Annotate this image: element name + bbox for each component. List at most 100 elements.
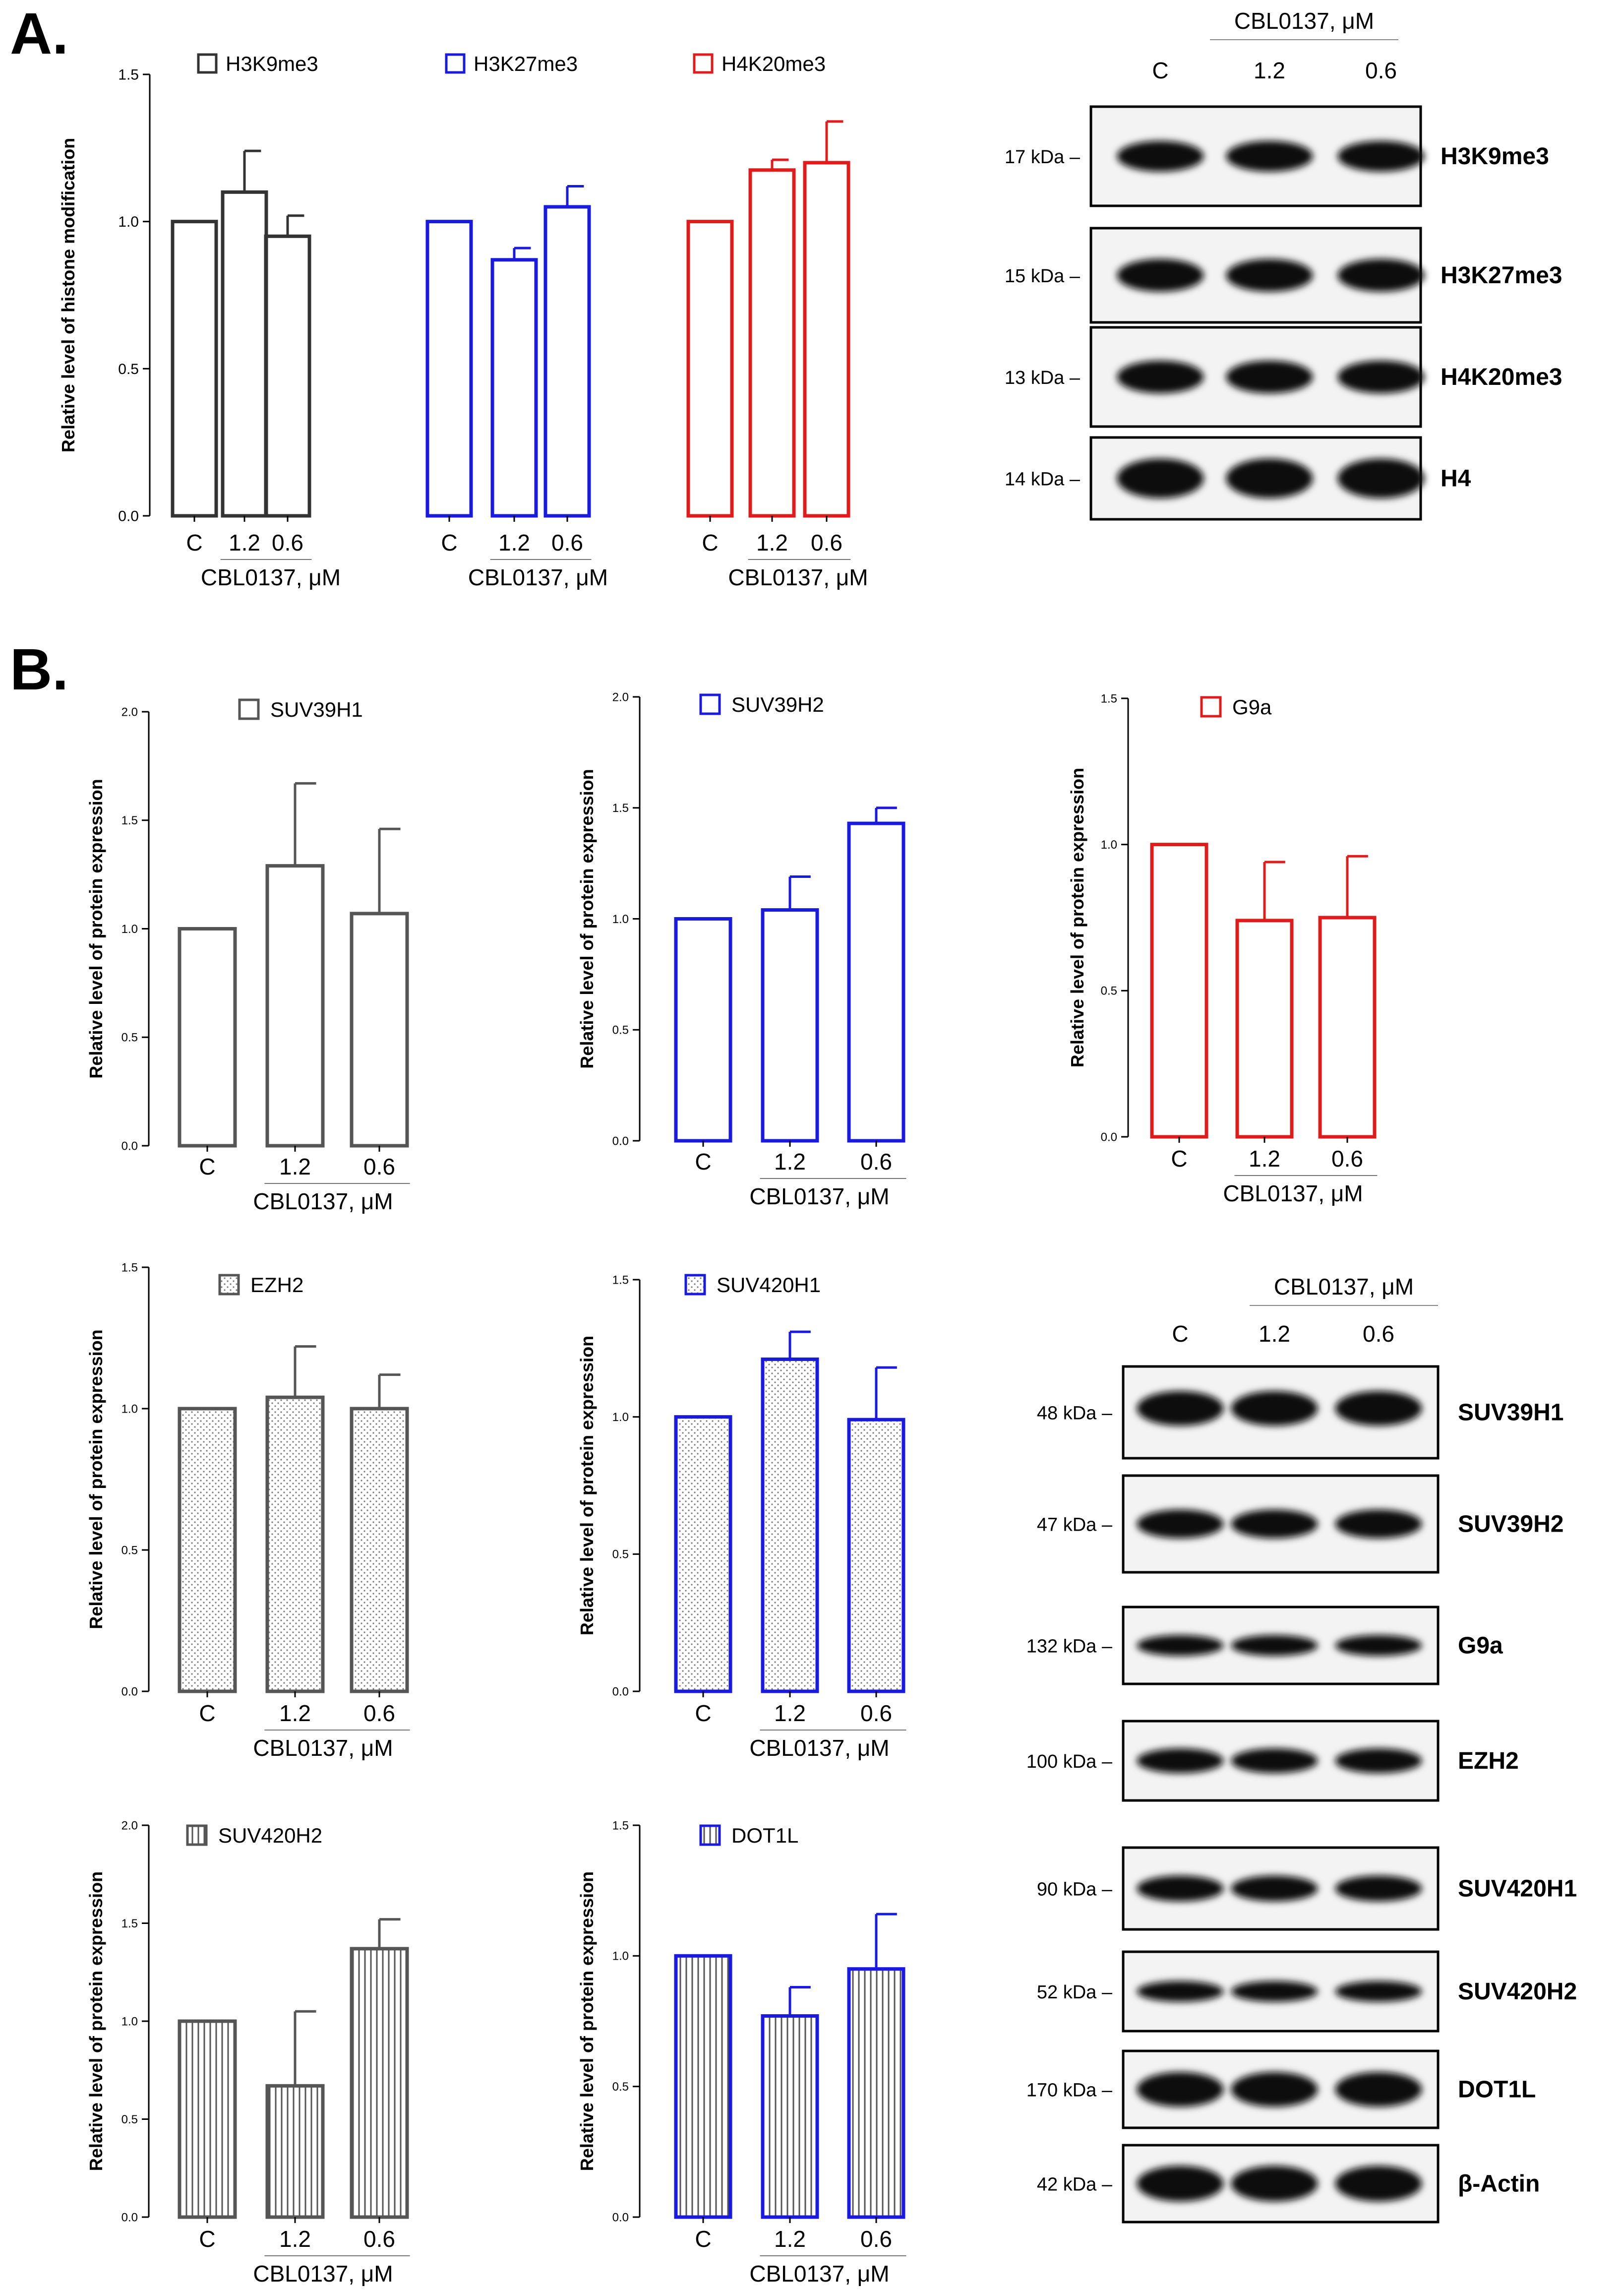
x-category-label: C: [199, 1700, 215, 1726]
blot-row-suv420h1: 90 kDa – SUV420H1: [1037, 1846, 1577, 1931]
y-tick-label: 1.5: [1101, 692, 1117, 705]
protein-band: [1231, 2166, 1318, 2202]
protein-band: [1335, 1391, 1422, 1426]
blot-row-ezh2: 100 kDa – EZH2: [1026, 1720, 1519, 1802]
bar: [674, 1415, 732, 1693]
y-tick-label: 0.5: [612, 1548, 629, 1561]
y-tick-label: 1.0: [121, 923, 138, 936]
blot-row-dot1l: 170 kDa – DOT1L: [1026, 2049, 1536, 2129]
bar: [264, 234, 311, 518]
protein-band: [1231, 1875, 1318, 1902]
blot-lane-label: 1.2: [1259, 1321, 1290, 1347]
protein-band: [1337, 361, 1425, 393]
y-axis-title: Relative level of protein expression: [86, 1871, 106, 2171]
y-tick-label: 0.0: [612, 1685, 629, 1698]
y-tick-label: 1.0: [612, 913, 629, 926]
protein-band: [1117, 259, 1204, 292]
y-tick-label: 1.0: [612, 1411, 629, 1424]
blot-row-suv39h1: 48 kDa – SUV39H1: [1037, 1365, 1564, 1460]
bar: [265, 864, 325, 1148]
x-category-label: C: [695, 1149, 711, 1175]
molecular-weight-label: 48 kDa –: [1037, 1403, 1113, 1424]
protein-band: [1137, 2072, 1224, 2107]
y-tick-label: 0.5: [612, 2080, 629, 2094]
protein-band: [1231, 2072, 1318, 2107]
x-category-label: 0.6: [551, 530, 583, 556]
x-category-label: 1.2: [1249, 1146, 1280, 1172]
protein-band: [1337, 458, 1425, 498]
protein-band: [1226, 141, 1313, 172]
y-tick-label: 0.5: [121, 1544, 138, 1557]
panel-label-b: B.: [10, 637, 68, 702]
blot-lane-label: 0.6: [1365, 58, 1397, 83]
molecular-weight-label: 42 kDa –: [1037, 2174, 1113, 2195]
x-group-label: CBL0137, μM: [749, 1735, 889, 1761]
series-h3k9me3: C 1.2 0.6 CBL0137, μM: [171, 149, 341, 590]
bar: [350, 912, 409, 1148]
legend-swatch-h3k9me3: [197, 53, 218, 74]
molecular-weight-label: 170 kDa –: [1026, 2080, 1113, 2101]
bar: [171, 220, 218, 518]
western-blot-a: CBL0137, μM C 1.2 0.6 17 kDa – H3K9me3 15 kDa …: [1005, 8, 1562, 521]
protein-band: [1226, 361, 1313, 393]
bar: [761, 1357, 819, 1693]
protein-name-label: SUV420H2: [1458, 1979, 1577, 2005]
bar: [847, 1967, 905, 2219]
legend-label-h3k27me3: H3K27me3: [474, 52, 578, 75]
y-tick-label: 1.5: [612, 1273, 629, 1287]
bar: [674, 917, 732, 1143]
series-g9a: C 1.2 0.6 CBL0137, μM: [1150, 843, 1378, 1206]
bar: [1150, 843, 1208, 1139]
series-suv420h2: C 1.2 0.6 CBL0137, μM: [178, 1918, 410, 2287]
molecular-weight-label: 13 kDa –: [1005, 368, 1081, 388]
x-category-label: C: [695, 2226, 711, 2252]
bar: [178, 927, 237, 1148]
protein-band: [1231, 1509, 1318, 1539]
bar: [748, 168, 796, 518]
x-category-label: 1.2: [279, 1700, 311, 1726]
y-tick-label: 0.5: [118, 361, 139, 377]
charts-layer: 0.0 0.5 1.0 1.5 Relative level of histone mo…: [58, 52, 1378, 2287]
protein-band: [1137, 1981, 1224, 2002]
series-dot1l: C 1.2 0.6 CBL0137, μM: [674, 1913, 906, 2287]
y-tick-label: 0.5: [121, 1031, 138, 1045]
x-category-label: 1.2: [498, 530, 530, 556]
panel-label-a: A.: [10, 1, 68, 66]
y-tick-label: 0.0: [121, 1139, 138, 1153]
chart-title: G9a: [1232, 695, 1272, 719]
y-tick-label: 0.0: [612, 2211, 629, 2224]
chart-a-chart: 0.0 0.5 1.0 1.5 Relative level of histone mo…: [58, 52, 868, 590]
bar: [425, 220, 473, 518]
y-axis-title: Relative level of protein expression: [577, 1871, 597, 2171]
x-category-label: C: [199, 1154, 215, 1179]
bar: [350, 1947, 409, 2219]
x-group-label: CBL0137, μM: [201, 564, 341, 590]
x-category-label: 1.2: [229, 530, 260, 556]
molecular-weight-label: 132 kDa –: [1026, 1636, 1113, 1657]
bar: [265, 1395, 325, 1693]
x-category-label: 0.6: [272, 530, 303, 556]
x-category-label: C: [186, 530, 202, 556]
x-category-label: C: [199, 2226, 215, 2252]
x-group-label: CBL0137, μM: [728, 564, 868, 590]
western-blot-b: CBL0137, μM C 1.2 0.6 48 kDa – SUV39H1 47 kDa …: [1026, 1274, 1577, 2224]
y-axis-title: Relative level of protein expression: [1067, 768, 1087, 1067]
x-category-label: C: [702, 530, 718, 556]
y-tick-label: 1.5: [121, 814, 138, 827]
molecular-weight-label: 52 kDa –: [1037, 1982, 1113, 2003]
legend-swatch-h3k27me3: [445, 53, 466, 74]
bar: [686, 220, 734, 518]
blot-row-h4k20me3: 13 kDa – H4K20me3: [1005, 326, 1562, 428]
y-tick-label: 0.0: [121, 2211, 138, 2224]
bar: [761, 2014, 819, 2219]
y-tick-label: 2.0: [612, 690, 629, 704]
x-category-label: 0.6: [860, 1700, 892, 1726]
x-group-label: CBL0137, μM: [749, 2261, 889, 2287]
series-h4k20me3: C 1.2 0.6 CBL0137, μM: [686, 120, 868, 590]
bar: [543, 205, 591, 518]
protein-name-label: SUV39H2: [1458, 1511, 1564, 1538]
y-tick-label: 0.5: [121, 2113, 138, 2126]
y-tick-label: 1.0: [1101, 838, 1117, 852]
blot-treatment-label: CBL0137, μM: [1234, 8, 1374, 34]
y-tick-label: 0.5: [1101, 985, 1117, 998]
